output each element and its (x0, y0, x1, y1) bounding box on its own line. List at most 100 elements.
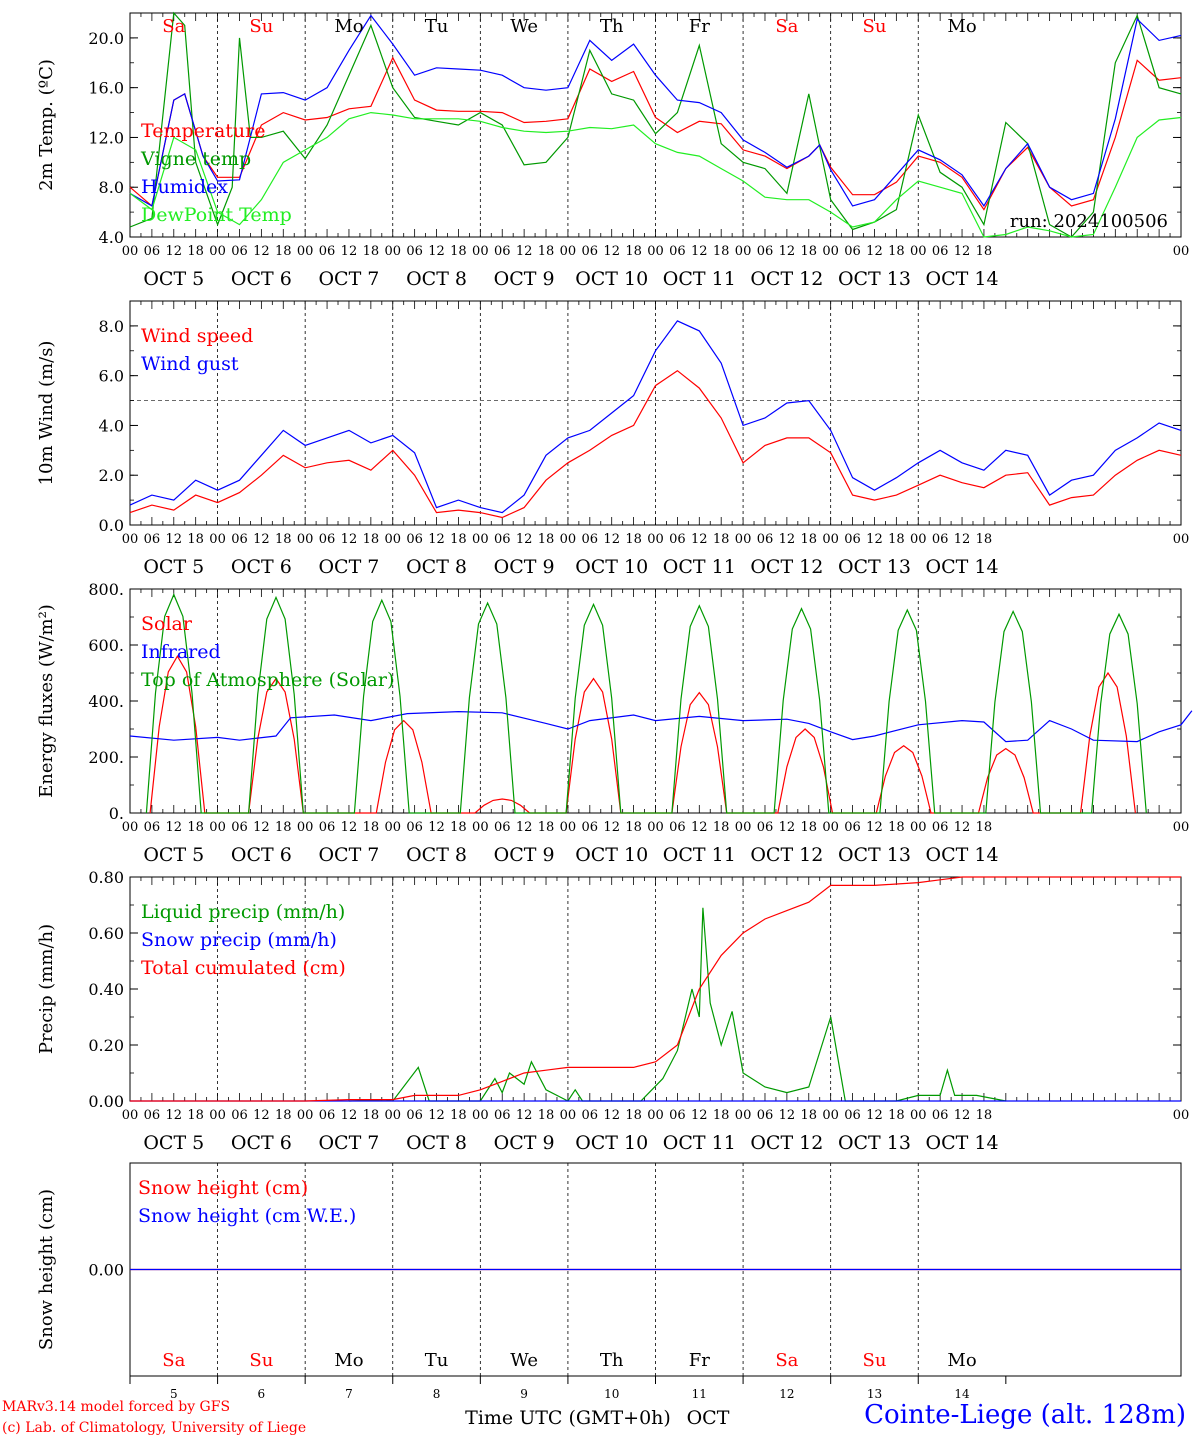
hour-tick-label: 12 (341, 532, 358, 547)
hour-tick-label: 06 (319, 820, 336, 835)
day-number-label: 7 (345, 1387, 353, 1401)
hour-tick-label: 06 (319, 1108, 336, 1123)
date-label: OCT 14 (926, 268, 999, 290)
date-label: OCT 12 (750, 268, 823, 290)
hour-tick-label: 18 (363, 532, 380, 547)
hour-tick-label: 12 (779, 244, 796, 259)
hour-tick-label: 18 (625, 820, 642, 835)
hour-tick-label: 00 (122, 532, 139, 547)
hour-tick-label: 00 (209, 1108, 226, 1123)
date-label: OCT 11 (663, 268, 736, 290)
hour-tick-label: 00 (384, 532, 401, 547)
hour-tick-label: 06 (932, 244, 949, 259)
weekday-label: Su (862, 1350, 886, 1371)
hour-tick-label: 06 (669, 820, 686, 835)
series-dewpoint-temp (129, 111, 1182, 238)
panel-3 (129, 588, 1193, 814)
weekday-label: Su (249, 1350, 273, 1371)
hour-tick-label: 12 (341, 244, 358, 259)
hour-tick-label: 18 (450, 1108, 467, 1123)
day-number-label: 13 (867, 1387, 882, 1401)
panel-2 (129, 300, 1182, 526)
hour-tick-label: 18 (800, 532, 817, 547)
hour-tick-label: 18 (713, 532, 730, 547)
hour-tick-label: 06 (757, 532, 774, 547)
date-label: OCT 9 (494, 844, 555, 866)
date-label: OCT 10 (575, 844, 648, 866)
date-label: OCT 8 (406, 1132, 467, 1154)
hour-tick-label: 00 (910, 244, 927, 259)
x-axis-label: Time UTC (GMT+0h) (465, 1407, 671, 1429)
hour-tick-label: 00 (822, 820, 839, 835)
hour-tick-label: 06 (669, 1108, 686, 1123)
hour-tick-label: 12 (516, 820, 533, 835)
weekday-label: Mo (947, 1350, 976, 1371)
hour-tick-label: 00 (647, 532, 664, 547)
date-label: OCT 7 (318, 556, 379, 578)
series-wind-speed (129, 369, 1182, 519)
hour-tick-label: 12 (779, 820, 796, 835)
weekday-label: Sa (775, 16, 798, 37)
hour-tick-label: 00 (297, 820, 314, 835)
hour-tick-label: 00 (297, 1108, 314, 1123)
hour-tick-label: 12 (516, 244, 533, 259)
y-tick-label: 0.40 (88, 980, 124, 999)
date-label: OCT 11 (663, 844, 736, 866)
legend-solar: Solar (141, 613, 193, 635)
hour-tick-label: 06 (144, 532, 161, 547)
weekday-label: Tu (425, 1350, 449, 1371)
hour-tick-label: 18 (713, 820, 730, 835)
y-tick-label: 4.0 (99, 416, 124, 435)
hour-tick-label: 12 (428, 820, 445, 835)
hour-tick-label: 18 (450, 532, 467, 547)
hour-tick-label: 18 (538, 820, 555, 835)
y-tick-label: 0.00 (88, 1092, 124, 1111)
hour-tick-label: 00 (647, 820, 664, 835)
y-tick-label: 4.0 (99, 228, 124, 247)
station-label: Cointe-Liege (alt. 128m) (864, 1400, 1186, 1430)
hour-tick-label: 12 (603, 244, 620, 259)
hour-tick-label: 06 (582, 244, 599, 259)
panel-frame (129, 588, 1182, 814)
hour-tick-label: 00 (735, 820, 752, 835)
y-axis-label: Energy fluxes (W/m²) (36, 604, 57, 798)
date-label: OCT 11 (663, 1132, 736, 1154)
hour-tick-label: 12 (954, 1108, 971, 1123)
legend-vigne-temp: Vigne temp (140, 148, 251, 170)
hour-tick-label: 12 (954, 244, 971, 259)
y-tick-label: 600. (88, 636, 124, 655)
date-label: OCT 9 (494, 1132, 555, 1154)
hour-tick-label: 00 (560, 244, 577, 259)
weekday-label: Mo (947, 16, 976, 37)
series-vigne-temp (129, 11, 1182, 238)
hour-tick-label: 00 (122, 820, 139, 835)
hour-tick-label: 18 (275, 1108, 292, 1123)
hour-tick-label: 18 (976, 532, 993, 547)
date-label: OCT 14 (926, 1132, 999, 1154)
hour-tick-label: 18 (187, 820, 204, 835)
hour-tick-label: 18 (275, 244, 292, 259)
hour-tick-label: 12 (253, 244, 270, 259)
weekday-label: Sa (162, 16, 185, 37)
hour-tick-label: 12 (516, 1108, 533, 1123)
weekday-label: Su (862, 16, 886, 37)
panel-4 (129, 876, 1182, 1102)
hour-tick-label: 06 (406, 820, 423, 835)
y-tick-label: 6.0 (99, 367, 124, 386)
day-number-label: 5 (170, 1387, 178, 1401)
y-axis-label: Snow height (cm) (36, 1189, 57, 1350)
legend-liquid-precip-mm-h-: Liquid precip (mm/h) (141, 901, 345, 923)
hour-tick-label: 00 (472, 820, 489, 835)
hour-tick-label: 00 (122, 244, 139, 259)
date-label: OCT 14 (926, 556, 999, 578)
legend-dewpoint-temp: DewPoint Temp (141, 204, 292, 226)
hour-tick-label: 00 (384, 1108, 401, 1123)
hour-tick-label: 06 (844, 532, 861, 547)
legend-infrared: Infrared (141, 641, 221, 663)
hour-tick-label: 06 (932, 1108, 949, 1123)
date-label: OCT 13 (838, 556, 911, 578)
hour-tick-label: 12 (866, 532, 883, 547)
hour-tick-label: 12 (341, 1108, 358, 1123)
hour-tick-label: 00 (297, 244, 314, 259)
hour-tick-label: 06 (757, 244, 774, 259)
